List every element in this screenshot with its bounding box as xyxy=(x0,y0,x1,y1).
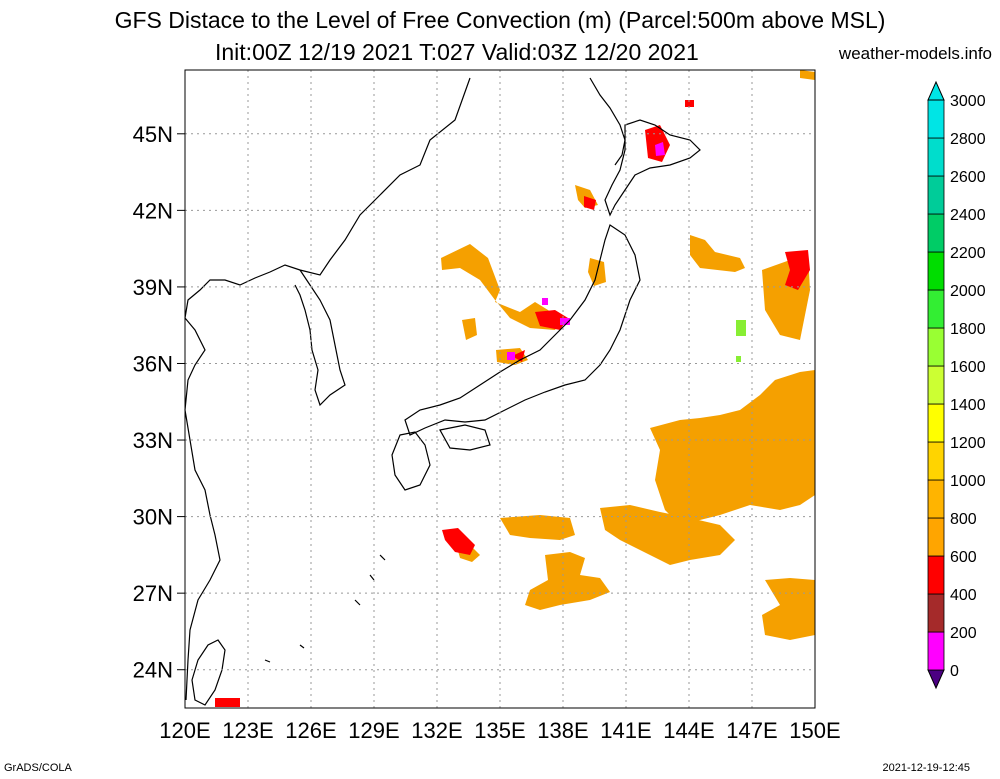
map-subtitle: Init:00Z 12/19 2021 T:027 Valid:03Z 12/2… xyxy=(215,39,699,65)
coastline-ryukyu xyxy=(264,554,386,663)
map-frame xyxy=(184,69,816,709)
colorbar-min-arrow xyxy=(927,669,945,690)
field-blob xyxy=(525,552,610,610)
lon-tick-label: 144E xyxy=(663,718,714,743)
colorbar-label: 2600 xyxy=(950,169,986,186)
lon-tick-label: 129E xyxy=(348,718,399,743)
field-blob xyxy=(685,100,694,107)
colorbar-label: 0 xyxy=(950,663,959,680)
lon-tick-label: 141E xyxy=(600,718,651,743)
colorbar-label: 200 xyxy=(950,625,977,642)
colorbar-max-arrow xyxy=(927,80,945,101)
colorbar-segment xyxy=(927,99,945,139)
field-blob xyxy=(441,244,560,330)
colorbar-segment xyxy=(927,175,945,215)
field-blob xyxy=(762,578,815,640)
lon-tick-label: 138E xyxy=(537,718,588,743)
field-blob xyxy=(584,196,596,210)
grid-lines xyxy=(185,70,815,708)
colorbar-label: 800 xyxy=(950,511,977,528)
colorbar-label: 1000 xyxy=(950,473,986,490)
lon-tick-label: 135E xyxy=(474,718,525,743)
field-blob xyxy=(462,318,477,340)
colorbar-segment xyxy=(927,593,945,633)
field-blob xyxy=(736,320,746,336)
lon-tick-label: 147E xyxy=(726,718,777,743)
lat-tick-label: 33N xyxy=(133,428,173,453)
colorbar-label: 3000 xyxy=(950,93,986,110)
field-blob xyxy=(785,250,810,290)
colorbar-segment xyxy=(927,213,945,253)
lon-tick-label: 123E xyxy=(222,718,273,743)
colorbar-label: 1600 xyxy=(950,359,986,376)
lfc-field xyxy=(215,70,815,707)
colorbar-label: 400 xyxy=(950,587,977,604)
grads-credit: GrADS/COLA xyxy=(4,762,72,774)
lat-tick-label: 27N xyxy=(133,581,173,606)
colorbar-segment xyxy=(927,479,945,519)
colorbar-label: 1200 xyxy=(950,435,986,452)
coastline-sakhalin xyxy=(589,77,626,166)
colorbar-label: 2200 xyxy=(950,245,986,262)
field-blob xyxy=(535,310,568,330)
lat-tick-labels: 24N 27N 30N 33N 36N 39N 42N 45N xyxy=(133,122,185,683)
colorbar-segment xyxy=(927,403,945,443)
colorbar-segment xyxy=(927,441,945,481)
field-blob xyxy=(645,125,670,162)
lon-tick-label: 150E xyxy=(789,718,840,743)
coastline-shikoku xyxy=(439,424,491,451)
field-blob xyxy=(542,298,548,305)
colorbar-segment xyxy=(927,517,945,557)
field-blob xyxy=(442,528,475,555)
lat-tick-label: 42N xyxy=(133,198,173,223)
field-blob xyxy=(500,515,575,540)
colorbar-label: 1800 xyxy=(950,321,986,338)
colorbar: 0 200 400 600 800 1000 1200 1400 1600 1800 2000 220… xyxy=(927,80,986,690)
coastline-korea xyxy=(294,269,346,407)
colorbar-segment xyxy=(927,631,945,671)
coastline-hokkaido xyxy=(604,119,701,217)
lon-tick-label: 120E xyxy=(159,718,210,743)
timestamp: 2021-12-19-12:45 xyxy=(882,762,970,774)
colorbar-segment xyxy=(927,289,945,329)
colorbar-label: 2400 xyxy=(950,207,986,224)
colorbar-segment xyxy=(927,555,945,595)
colorbar-label: 2800 xyxy=(950,131,986,148)
colorbar-segment xyxy=(927,327,945,367)
lat-tick-label: 24N xyxy=(133,658,173,683)
field-blob xyxy=(507,352,515,360)
coastline-taiwan xyxy=(191,639,226,706)
field-blob xyxy=(690,235,745,272)
field-blob xyxy=(800,70,815,80)
lat-tick-label: 39N xyxy=(133,275,173,300)
field-blob xyxy=(736,356,741,362)
map-title: GFS Distace to the Level of Free Convect… xyxy=(114,7,886,33)
lat-tick-label: 36N xyxy=(133,351,173,376)
field-blob xyxy=(215,698,240,707)
lon-tick-label: 132E xyxy=(411,718,462,743)
field-blob xyxy=(650,370,815,525)
colorbar-label: 600 xyxy=(950,549,977,566)
coastline-honshu xyxy=(404,224,641,436)
website-label: weather-models.info xyxy=(838,44,992,63)
colorbar-segment xyxy=(927,137,945,177)
lat-tick-label: 45N xyxy=(133,122,173,147)
field-blob xyxy=(600,505,735,565)
field-blob xyxy=(655,142,665,156)
lat-tick-label: 30N xyxy=(133,505,173,530)
lon-tick-labels: 120E 123E 126E 129E 132E 135E 138E 141E 144E 147E… xyxy=(159,718,840,743)
colorbar-label: 1400 xyxy=(950,397,986,414)
colorbar-label: 2000 xyxy=(950,283,986,300)
coastline-mainland xyxy=(184,77,471,701)
coastlines xyxy=(184,77,701,706)
lon-tick-label: 126E xyxy=(285,718,336,743)
colorbar-segment xyxy=(927,365,945,405)
coastline-kyushu xyxy=(391,431,431,491)
colorbar-segment xyxy=(927,251,945,291)
